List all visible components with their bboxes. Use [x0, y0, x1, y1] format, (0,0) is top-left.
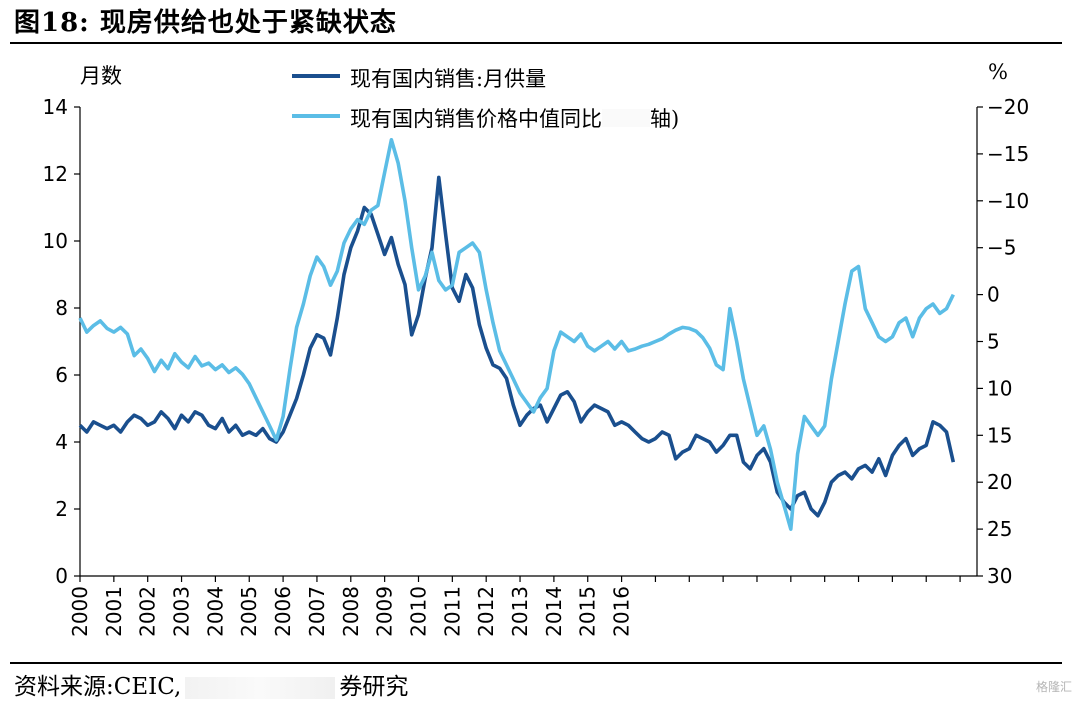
- legend: 现有国内销售:月供量 现有国内销售价格中值同比 轴): [292, 58, 679, 138]
- x-tick-label: 2005: [237, 586, 261, 637]
- legend-swatch-supply: [292, 74, 340, 78]
- legend-item-supply: 现有国内销售:月供量: [292, 58, 679, 98]
- left-tick-label: 2: [55, 497, 68, 521]
- right-tick-label: −20: [987, 95, 1029, 119]
- right-tick-label: −15: [987, 142, 1029, 166]
- left-tick-label: 4: [55, 430, 68, 454]
- x-tick-label: 2001: [102, 586, 126, 637]
- bottom-rule: [10, 662, 1062, 664]
- x-tick-label: 2013: [508, 586, 532, 637]
- source-note: 资料来源:CEIC, 券研究: [14, 667, 408, 701]
- top-rule: [10, 42, 1062, 44]
- right-axis-unit: %: [988, 60, 1008, 84]
- right-tick-label: 5: [987, 330, 1000, 354]
- legend-redaction: [602, 109, 650, 127]
- x-tick-label: 2000: [68, 586, 92, 637]
- watermark: 格隆汇: [1035, 680, 1072, 694]
- x-tick-label: 2007: [305, 586, 329, 637]
- right-tick-label: 10: [987, 376, 1012, 400]
- right-tick-label: −5: [987, 236, 1016, 260]
- left-tick-label: 12: [43, 162, 68, 186]
- x-tick-label: 2012: [474, 586, 498, 637]
- legend-item-price: 现有国内销售价格中值同比 轴): [292, 98, 679, 138]
- x-tick-label: 2004: [203, 586, 227, 637]
- x-tick-label: 2011: [440, 586, 464, 637]
- x-tick-label: 2016: [610, 586, 634, 637]
- left-tick-label: 8: [55, 296, 68, 320]
- x-tick-label: 2006: [271, 586, 295, 637]
- source-redaction: [185, 677, 336, 699]
- x-tick-label: 2008: [339, 586, 363, 637]
- x-tick-label: 2009: [373, 586, 397, 637]
- right-tick-label: 20: [987, 470, 1012, 494]
- chart-title: 图18: 现房供给也处于紧缺状态: [14, 8, 397, 38]
- right-tick-label: 25: [987, 517, 1012, 541]
- left-tick-label: 14: [43, 95, 68, 119]
- right-tick-label: −10: [987, 189, 1029, 213]
- legend-label-supply: 现有国内销售:月供量: [350, 67, 547, 91]
- right-tick-label: 0: [987, 283, 1000, 307]
- x-tick-label: 2015: [576, 586, 600, 637]
- left-tick-label: 6: [55, 363, 68, 387]
- legend-swatch-price: [292, 114, 340, 118]
- series-line-supply: [78, 175, 956, 518]
- x-tick-label: 2003: [170, 586, 194, 637]
- legend-label-price: 现有国内销售价格中值同比: [350, 107, 602, 131]
- source-suffix: 券研究: [339, 674, 409, 700]
- series-line-price: [78, 138, 955, 531]
- right-tick-label: 30: [987, 564, 1012, 588]
- right-tick-label: 15: [987, 423, 1012, 447]
- source-prefix: 资料来源:CEIC,: [14, 674, 182, 700]
- left-tick-label: 0: [55, 564, 68, 588]
- x-tick-label: 2002: [136, 586, 160, 637]
- legend-label-price-suffix: 轴): [650, 107, 680, 131]
- x-tick-label: 2010: [406, 586, 430, 637]
- x-tick-label: 2014: [542, 586, 566, 637]
- left-tick-label: 10: [43, 229, 68, 253]
- left-axis-unit: 月数: [80, 64, 122, 88]
